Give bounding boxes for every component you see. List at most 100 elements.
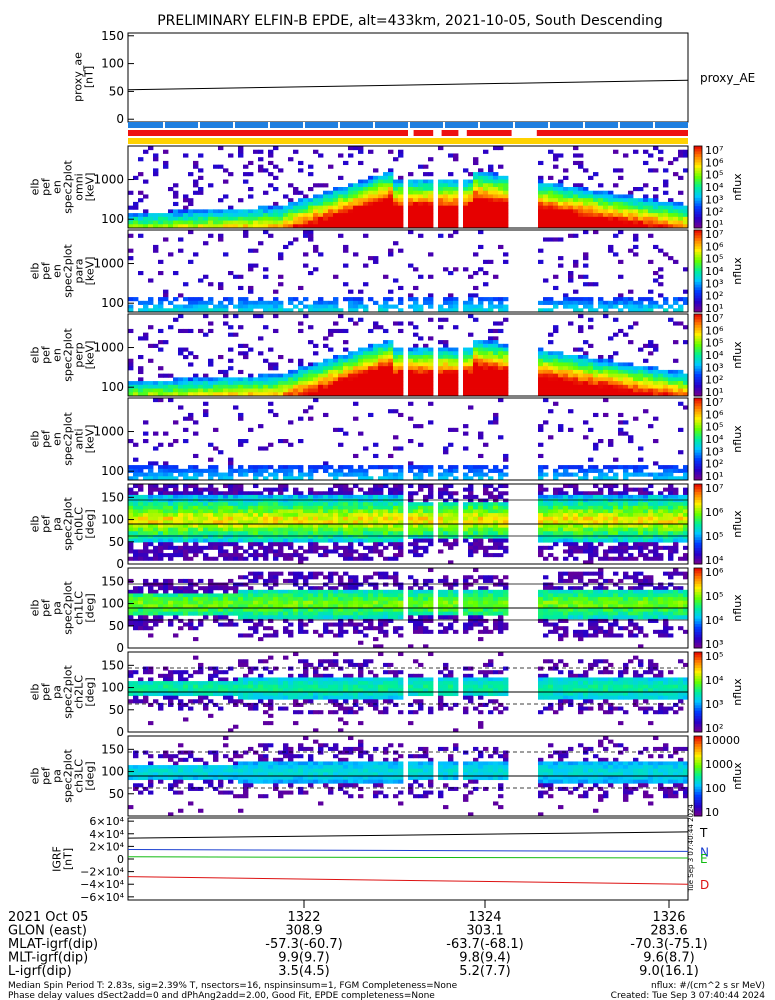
heatmap-cell (338, 531, 344, 536)
heatmap-cell (653, 198, 659, 203)
heatmap-cell (228, 325, 234, 330)
heatmap-cell (308, 388, 314, 393)
heatmap-cell (413, 531, 419, 536)
heatmap-cell (628, 304, 634, 309)
heatmap-cell (613, 297, 619, 302)
heatmap-cell (353, 472, 359, 477)
heatmap-cell (208, 516, 214, 521)
heatmap-cell (608, 484, 614, 489)
heatmap-cell (443, 308, 449, 313)
heatmap-cell (218, 355, 224, 360)
heatmap-cell (198, 224, 204, 229)
heatmap-cell (553, 494, 559, 499)
heatmap-cell (438, 220, 444, 225)
heatmap-cell (503, 457, 509, 462)
heatmap-cell (358, 220, 364, 225)
heatmap-cell (383, 527, 389, 532)
heatmap-cell (618, 297, 624, 302)
heatmap-cell (648, 392, 654, 397)
heatmap-cell (448, 381, 454, 386)
heatmap-cell (418, 424, 424, 429)
heatmap-cell (453, 267, 459, 272)
heatmap-cell (408, 531, 414, 536)
heatmap-cell (543, 545, 549, 550)
heatmap-cell (273, 201, 279, 207)
heatmap-cell (423, 213, 429, 218)
heatmap-cell (613, 201, 619, 207)
heatmap-cell (368, 183, 374, 188)
heatmap-cell (148, 542, 154, 547)
heatmap-cell (603, 314, 609, 319)
heatmap-cell (378, 325, 384, 330)
heatmap-cell (488, 183, 494, 188)
heatmap-cell (298, 209, 304, 214)
heatmap-cell (153, 343, 159, 348)
heatmap-cell (278, 282, 284, 287)
heatmap-cell (298, 362, 304, 367)
heatmap-cell (278, 531, 284, 536)
heatmap-cell (333, 213, 339, 218)
heatmap-cell (643, 160, 649, 166)
colorbar-step (694, 219, 702, 224)
heatmap-cell (183, 538, 189, 543)
heatmap-cell (663, 300, 669, 305)
heatmap-cell (438, 179, 444, 184)
heatmap-cell (373, 175, 379, 180)
heatmap-cell (263, 534, 269, 539)
heatmap-cell (208, 388, 214, 393)
heatmap-cell (498, 297, 504, 302)
heatmap-cell (168, 556, 174, 561)
heatmap-cell (473, 502, 479, 507)
heatmap-cell (623, 388, 629, 393)
heatmap-cell (328, 509, 334, 514)
heatmap-cell (248, 347, 254, 352)
heatmap-cell (488, 297, 494, 302)
heatmap-cell (473, 271, 479, 276)
heatmap-cell (348, 505, 354, 510)
heatmap-cell (558, 213, 564, 218)
heatmap-cell (418, 198, 424, 203)
heatmap-cell (613, 472, 619, 477)
heatmap-cell (468, 194, 474, 199)
heatmap-cell (243, 384, 249, 389)
heatmap-cell (578, 369, 584, 375)
heatmap-cell (168, 484, 174, 489)
heatmap-cell (468, 465, 474, 470)
heatmap-cell (628, 384, 634, 389)
heatmap-cell (438, 381, 444, 386)
heatmap-cell (488, 377, 494, 382)
heatmap-cell (428, 252, 434, 257)
heatmap-cell (413, 424, 419, 429)
heatmap-cell (538, 484, 544, 489)
heatmap-cell (143, 300, 149, 305)
heatmap-cell (408, 187, 414, 192)
heatmap-cell (448, 366, 454, 371)
heatmap-cell (323, 183, 329, 188)
heatmap-cell (603, 549, 609, 554)
heatmap-cell (283, 538, 289, 543)
heatmap-cell (368, 201, 374, 207)
heatmap-cell (243, 297, 249, 302)
colorbar-step (694, 222, 702, 226)
heatmap-cell (608, 442, 614, 447)
heatmap-cell (268, 347, 274, 352)
heatmap-cell (228, 366, 234, 371)
heatmap-cell (318, 545, 324, 550)
heatmap-cell (373, 516, 379, 521)
heatmap-cell (468, 524, 474, 529)
heatmap-cell (358, 369, 364, 375)
heatmap-cell (658, 224, 664, 229)
heatmap-cell (368, 347, 374, 352)
heatmap-cell (293, 534, 299, 539)
heatmap-cell (483, 505, 489, 510)
heatmap-cell (498, 373, 504, 378)
heatmap-cell (653, 271, 659, 276)
heatmap-cell (598, 384, 604, 389)
heatmap-cell (328, 494, 334, 499)
heatmap-cell (163, 461, 169, 466)
heatmap-cell (153, 513, 159, 518)
heatmap-cell (258, 545, 264, 550)
heatmap-cell (143, 220, 149, 225)
heatmap-cell (188, 509, 194, 514)
heatmap-cell (558, 520, 564, 525)
